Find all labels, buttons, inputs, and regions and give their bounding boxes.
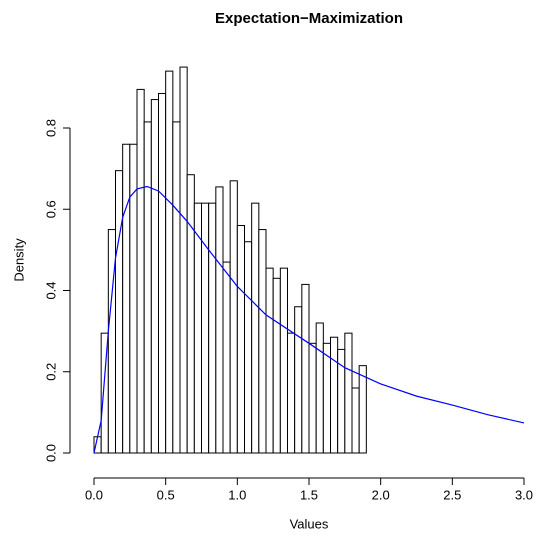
bar — [351, 387, 360, 454]
x-tick-label: 2.0 — [372, 487, 390, 502]
bar — [315, 322, 324, 454]
x-tick-label: 1.5 — [300, 487, 318, 502]
bar — [201, 202, 210, 454]
bar — [208, 202, 217, 454]
bar — [251, 202, 260, 454]
bar — [186, 174, 195, 454]
bar — [244, 241, 253, 454]
bar — [258, 229, 267, 454]
chart-title: Expectation−Maximization — [215, 10, 403, 27]
bar — [294, 306, 303, 454]
bar — [150, 99, 159, 454]
bar — [287, 332, 296, 454]
bar — [322, 342, 332, 454]
x-tick-label: 1.0 — [228, 487, 246, 502]
y-tick-label: 0.2 — [43, 363, 58, 381]
bar — [136, 88, 145, 454]
bar — [222, 261, 231, 454]
bar — [172, 121, 181, 454]
y-axis-label: Density — [11, 238, 26, 282]
bar — [115, 170, 124, 454]
bar — [236, 225, 245, 454]
bar — [165, 70, 174, 454]
bar — [344, 332, 353, 454]
x-tick-label: 3.0 — [515, 487, 533, 502]
bar — [179, 66, 188, 454]
bar — [272, 277, 281, 454]
density-curve — [93, 185, 525, 454]
bar — [143, 121, 152, 454]
bar — [193, 202, 202, 454]
bar — [330, 336, 339, 454]
x-tick-label: 2.5 — [443, 487, 461, 502]
bar — [301, 283, 310, 454]
bar — [265, 267, 274, 454]
y-tick-label: 0.8 — [43, 119, 58, 137]
bar — [229, 180, 238, 454]
bar — [122, 143, 131, 454]
x-tick-label: 0.0 — [85, 487, 103, 502]
y-tick-label: 0.6 — [43, 200, 58, 218]
x-tick-label: 0.5 — [157, 487, 175, 502]
bar — [358, 365, 367, 454]
x-axis-label: Values — [290, 516, 329, 531]
bar — [308, 342, 317, 454]
bar — [279, 267, 289, 454]
y-tick-label: 0.4 — [43, 281, 58, 299]
y-tick-label: 0.0 — [43, 444, 58, 462]
bar — [158, 92, 167, 454]
bar — [215, 186, 224, 454]
